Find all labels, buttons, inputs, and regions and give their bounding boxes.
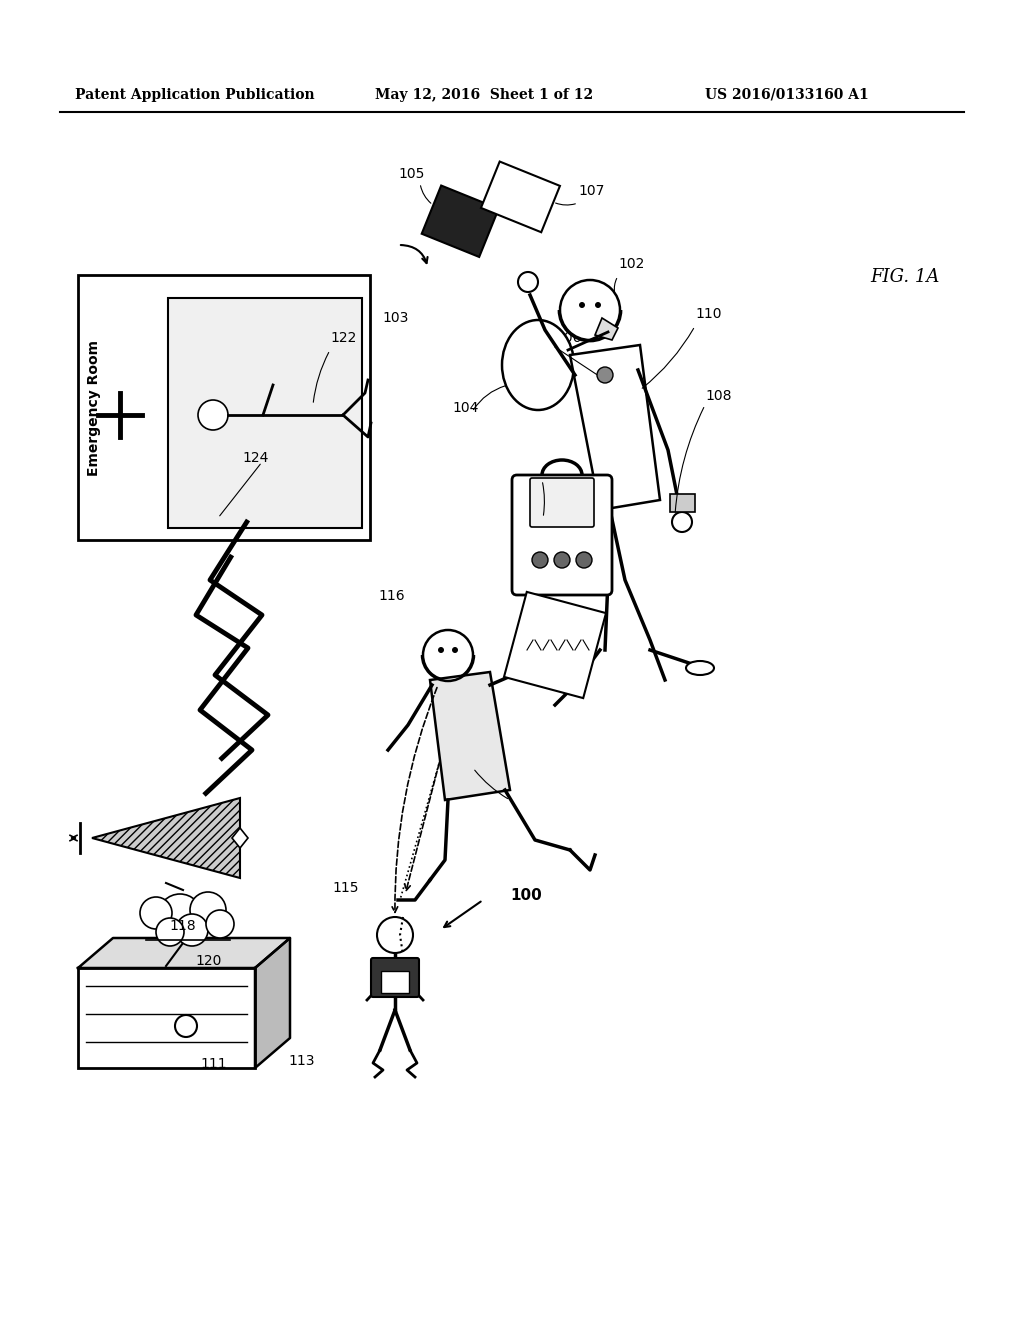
FancyBboxPatch shape: [530, 478, 594, 527]
Polygon shape: [595, 318, 618, 341]
Text: 102: 102: [618, 257, 644, 271]
Text: 122: 122: [330, 331, 356, 345]
Bar: [113, 393, 127, 437]
Circle shape: [206, 909, 234, 939]
Circle shape: [377, 917, 413, 953]
Polygon shape: [481, 161, 560, 232]
Circle shape: [156, 917, 184, 946]
Circle shape: [190, 892, 226, 928]
Bar: [78, 968, 255, 1068]
Circle shape: [158, 894, 202, 939]
Circle shape: [176, 913, 208, 946]
Circle shape: [672, 512, 692, 532]
Bar: [168, 298, 362, 528]
Text: FIG. 1A: FIG. 1A: [870, 268, 939, 286]
Polygon shape: [504, 591, 606, 698]
FancyBboxPatch shape: [512, 475, 612, 595]
Polygon shape: [570, 345, 660, 510]
Circle shape: [597, 367, 613, 383]
Circle shape: [423, 630, 473, 680]
Bar: [670, 494, 695, 512]
Text: 112: 112: [528, 507, 555, 521]
Text: Patent Application Publication: Patent Application Publication: [75, 88, 314, 102]
Text: 114: 114: [468, 756, 495, 771]
Circle shape: [532, 552, 548, 568]
Polygon shape: [430, 672, 510, 800]
Ellipse shape: [502, 319, 574, 411]
Bar: [78, 275, 370, 540]
Text: 115: 115: [332, 880, 358, 895]
Circle shape: [595, 302, 601, 308]
Circle shape: [198, 400, 228, 430]
Text: 106: 106: [555, 331, 582, 345]
Text: 118: 118: [170, 919, 197, 933]
Text: 100: 100: [510, 888, 542, 903]
Polygon shape: [255, 939, 290, 1068]
Ellipse shape: [686, 661, 714, 675]
Text: 104: 104: [452, 401, 478, 414]
Polygon shape: [232, 828, 248, 847]
Circle shape: [560, 280, 620, 341]
Text: 111: 111: [200, 1057, 226, 1071]
FancyBboxPatch shape: [371, 958, 419, 997]
Text: US 2016/0133160 A1: US 2016/0133160 A1: [705, 88, 868, 102]
Circle shape: [438, 647, 444, 653]
Bar: [98, 408, 142, 422]
Circle shape: [575, 552, 592, 568]
Text: May 12, 2016  Sheet 1 of 12: May 12, 2016 Sheet 1 of 12: [375, 88, 593, 102]
Text: 116: 116: [378, 589, 404, 603]
Text: Emergency Room: Emergency Room: [87, 339, 101, 475]
Polygon shape: [92, 799, 240, 878]
Polygon shape: [422, 186, 499, 257]
Text: 107: 107: [578, 183, 604, 198]
Circle shape: [554, 552, 570, 568]
Polygon shape: [78, 939, 290, 968]
Text: 124: 124: [242, 451, 268, 465]
Text: 113: 113: [288, 1053, 314, 1068]
Text: 110: 110: [695, 308, 722, 321]
Circle shape: [140, 898, 172, 929]
Circle shape: [518, 272, 538, 292]
Text: 105: 105: [398, 168, 424, 181]
Text: 103: 103: [382, 312, 409, 325]
Circle shape: [579, 302, 585, 308]
Text: 108: 108: [705, 389, 731, 403]
Text: 120: 120: [195, 954, 221, 968]
Bar: [381, 972, 409, 993]
Circle shape: [452, 647, 458, 653]
